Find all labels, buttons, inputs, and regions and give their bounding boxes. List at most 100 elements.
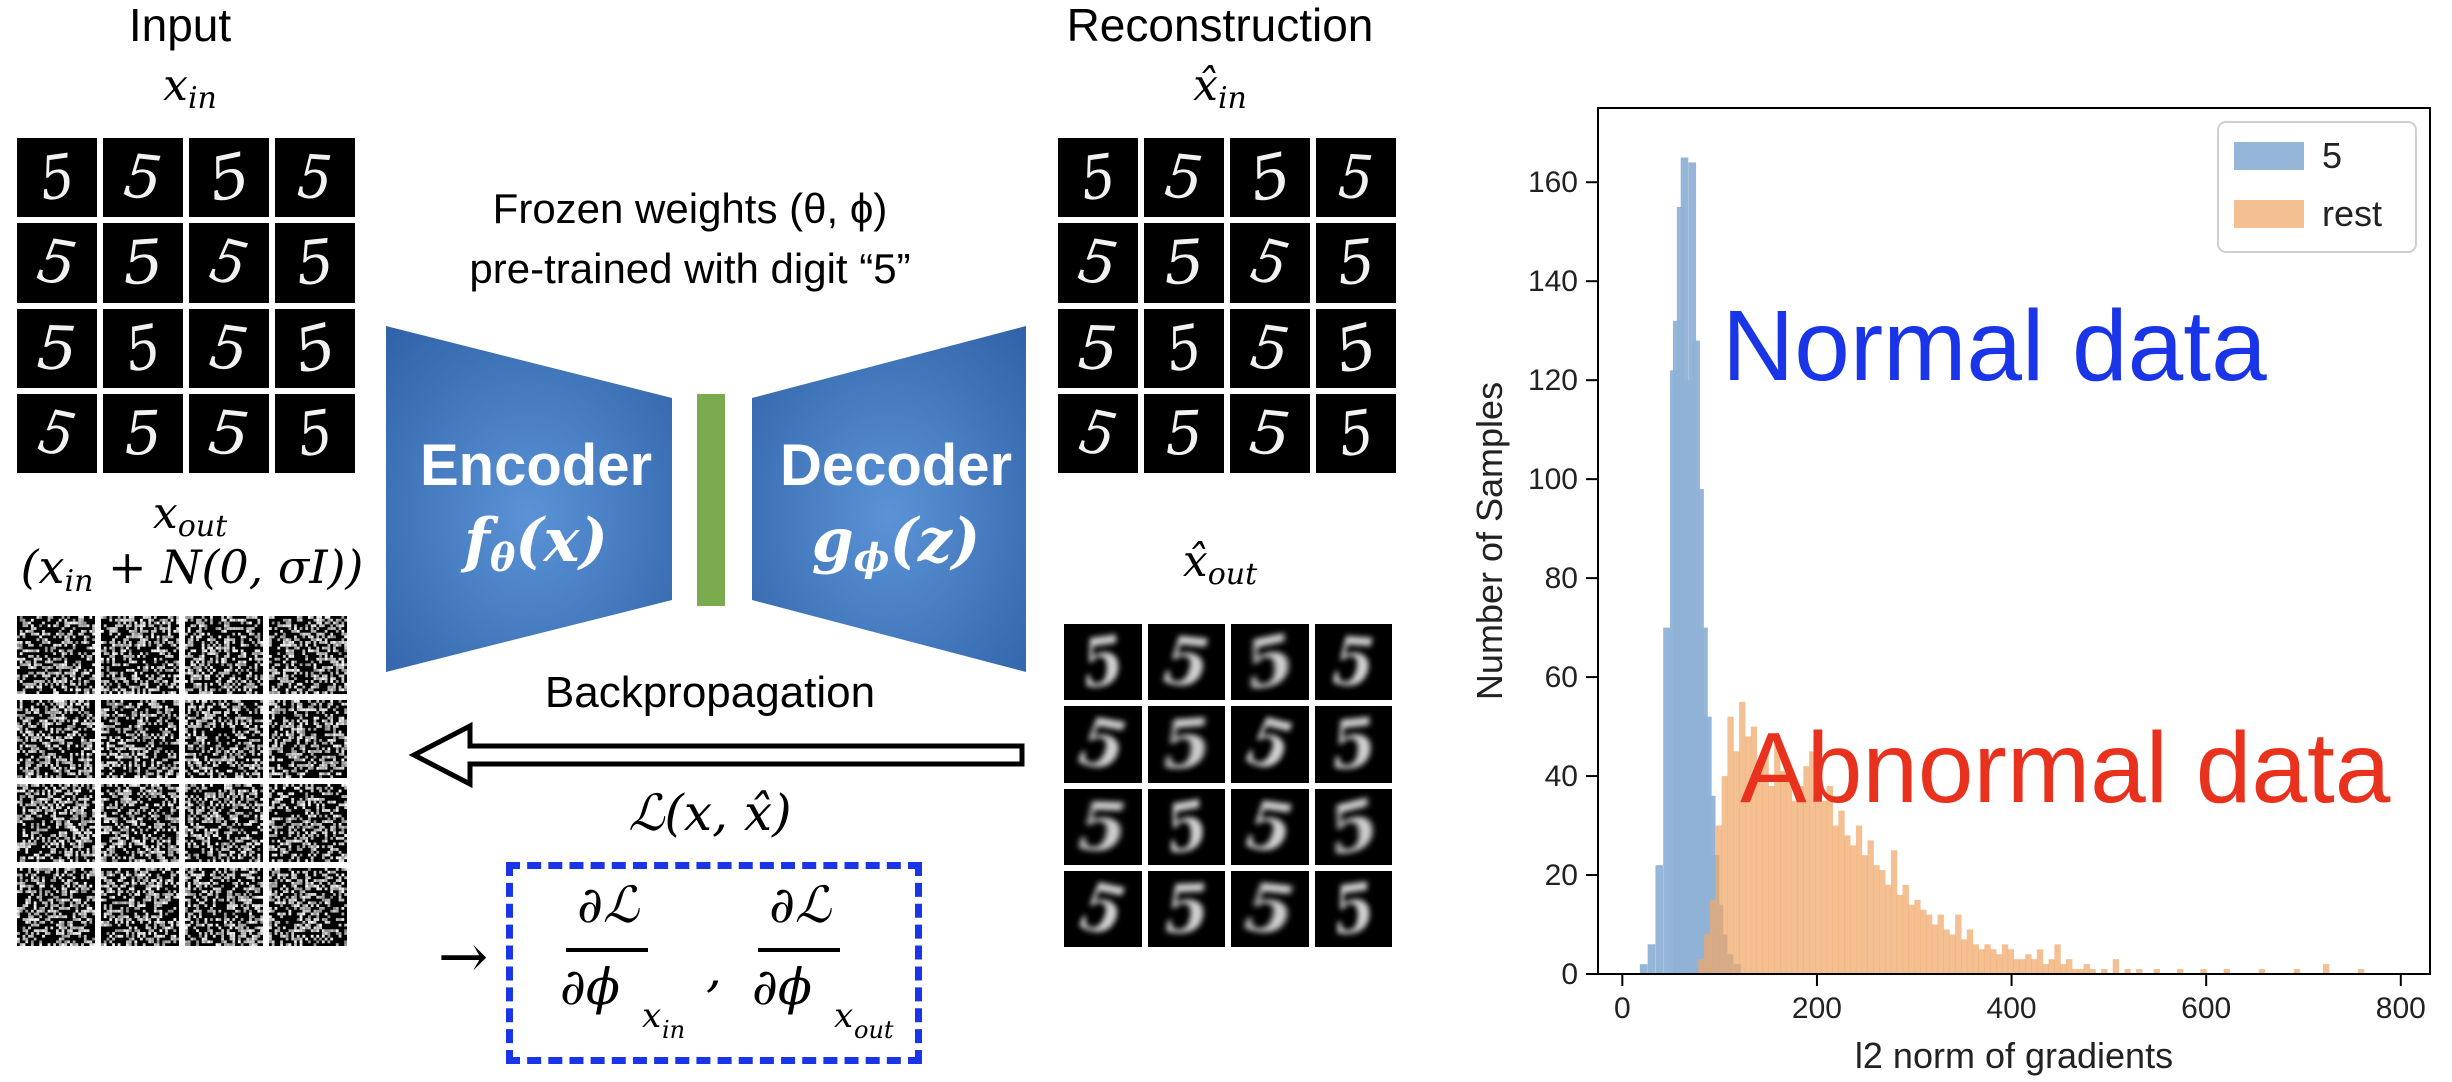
- histogram-bar-rest: [1861, 855, 1869, 974]
- histogram-bar-rest: [2153, 969, 2160, 974]
- input-noise-cell: [17, 868, 95, 946]
- gradient-comma: ,: [706, 940, 722, 998]
- histogram-bar-rest: [2025, 954, 2032, 974]
- reconstruction-out-cell: 5: [1064, 706, 1142, 783]
- histogram-bar-rest: [1955, 914, 1962, 974]
- histogram-bar-rest: [1815, 781, 1822, 974]
- histogram-bar-rest: [2036, 949, 2044, 974]
- noise-pattern: [101, 784, 179, 862]
- histogram-bar-rest: [1727, 716, 1734, 974]
- noise-pattern: [17, 784, 95, 862]
- histogram-bar-five: [1647, 944, 1656, 974]
- histogram-bar-five: [1707, 795, 1716, 974]
- input-clean-cell: 5: [275, 393, 355, 473]
- x-out-def-subscript: in: [64, 564, 94, 599]
- noise-pattern: [269, 784, 347, 862]
- input-clean-cell: 5: [17, 308, 97, 388]
- histogram-bar-rest: [2060, 964, 2067, 974]
- x-tick-label: 800: [2376, 992, 2426, 1025]
- decoder-func-symbol: g: [811, 506, 854, 576]
- reconstruction-out-cell: 5: [1147, 788, 1225, 865]
- histogram-bar-rest: [2293, 969, 2301, 974]
- input-clean-cell: 5: [189, 138, 269, 218]
- reconstruction-in-cell: 5: [1144, 138, 1224, 218]
- histogram-bar-rest: [2089, 969, 2096, 974]
- reconstruction-out-digit-glyph: 5: [1327, 870, 1380, 947]
- xhat-out-symbol: x̂: [1182, 536, 1208, 587]
- histogram-bar-rest: [2223, 969, 2231, 974]
- x-in-subscript: in: [187, 81, 217, 116]
- gradient-in-fraction-bar: [566, 948, 648, 952]
- histogram-bar-rest: [1715, 825, 1723, 974]
- input-noise-cell: [269, 700, 347, 778]
- input-clean-digit-glyph: 5: [35, 140, 79, 215]
- input-clean-digit-glyph: 5: [119, 310, 167, 386]
- histogram-bar-rest: [1838, 810, 1845, 974]
- gradient-out-denominator: ∂ϕ: [752, 958, 812, 1016]
- gradient-out-fraction-bar: [758, 948, 840, 952]
- input-title: Input: [128, 0, 232, 51]
- reconstruction-in-cell: 5: [1144, 223, 1224, 303]
- plot-frame: [1597, 107, 2431, 975]
- encoder-func-symbol: f: [464, 506, 490, 576]
- reconstruction-out-cell: 5: [1064, 870, 1142, 947]
- histogram-bar-rest: [1943, 929, 1950, 974]
- histogram-bar-rest: [1931, 924, 1939, 974]
- input-clean-digit-glyph: 5: [120, 226, 166, 300]
- reconstruction-out-cell: 5: [1231, 706, 1309, 783]
- reconstruction-in-digit-glyph: 5: [1076, 312, 1120, 384]
- histogram-bar-rest: [2019, 959, 2026, 974]
- histogram-bar-rest: [2042, 964, 2050, 974]
- input-noise-cell: [269, 868, 347, 946]
- input-clean-cell: 5: [189, 393, 269, 473]
- reconstruction-in-cell: 5: [1316, 223, 1396, 303]
- x-out-label: xout: [130, 488, 250, 544]
- gradient-in-sub-x: x: [642, 996, 662, 1036]
- reconstruction-out-digit-glyph: 5: [1320, 788, 1387, 865]
- histogram-bar-rest: [2048, 959, 2055, 974]
- histogram-bar-five: [1680, 157, 1689, 974]
- encoder-function: fθ(x): [396, 506, 676, 580]
- reconstruction-in-digit-glyph: 5: [1242, 139, 1298, 217]
- reconstruction-in-cell: 5: [1316, 393, 1396, 473]
- reconstruction-in-digit-glyph: 5: [1333, 226, 1379, 300]
- decoder-trapezoid: [752, 326, 1026, 672]
- input-noise-cell: [269, 616, 347, 694]
- decoder-function: gϕ(z): [756, 506, 1036, 580]
- y-axis-label: Number of Samples: [1469, 382, 1510, 700]
- histogram-bar-rest: [1990, 949, 1997, 974]
- reconstruction-out-cell: 5: [1147, 624, 1225, 701]
- histogram-bar-rest: [1785, 776, 1793, 974]
- noise-pattern: [269, 868, 347, 946]
- y-tick-label: 60: [1545, 661, 1578, 694]
- reconstruction-out-digit-glyph: 5: [1326, 706, 1380, 783]
- histogram-bar-rest: [2031, 959, 2038, 974]
- x-out-symbol: x: [152, 488, 178, 539]
- frozen-weights-line2: pre-trained with digit “5”: [469, 245, 911, 292]
- reconstruction-out-cell: 5: [1147, 706, 1225, 783]
- input-clean-digit-glyph: 5: [123, 397, 163, 470]
- histogram-bar-rest: [1879, 870, 1886, 974]
- encoder-label: Encoder: [419, 433, 653, 498]
- reconstruction-out-digit-glyph: 5: [1241, 870, 1299, 947]
- decoder-label: Decoder: [779, 433, 1013, 498]
- histogram-bar-five: [1700, 627, 1708, 974]
- reconstruction-in-cell: 5: [1230, 223, 1310, 303]
- histogram-bar-rest: [2357, 969, 2365, 974]
- histogram-bar-rest: [1920, 909, 1927, 974]
- input-clean-cell: 5: [275, 308, 355, 388]
- reconstruction-out-digit-glyph: 5: [1240, 706, 1300, 783]
- xhat-in-symbol: x̂: [1193, 60, 1218, 111]
- reconstruction-out-digit-glyph: 5: [1074, 870, 1132, 947]
- histogram-bar-rest: [2013, 959, 2020, 974]
- reconstruction-out-cell: 5: [1231, 788, 1309, 865]
- x-tick-label: 600: [2181, 992, 2231, 1025]
- y-tick-label: 160: [1528, 166, 1578, 199]
- reconstruction-in-digit-glyph: 5: [1336, 141, 1376, 214]
- histogram-bar-rest: [1885, 884, 1892, 974]
- histogram-bar-rest: [1750, 726, 1758, 974]
- reconstruction-in-digit-glyph: 5: [1244, 224, 1296, 301]
- reconstruction-in-digit-glyph: 5: [1164, 397, 1204, 470]
- xhat-in-label: x̂in: [1170, 60, 1270, 116]
- histogram-bar-rest: [1890, 850, 1898, 974]
